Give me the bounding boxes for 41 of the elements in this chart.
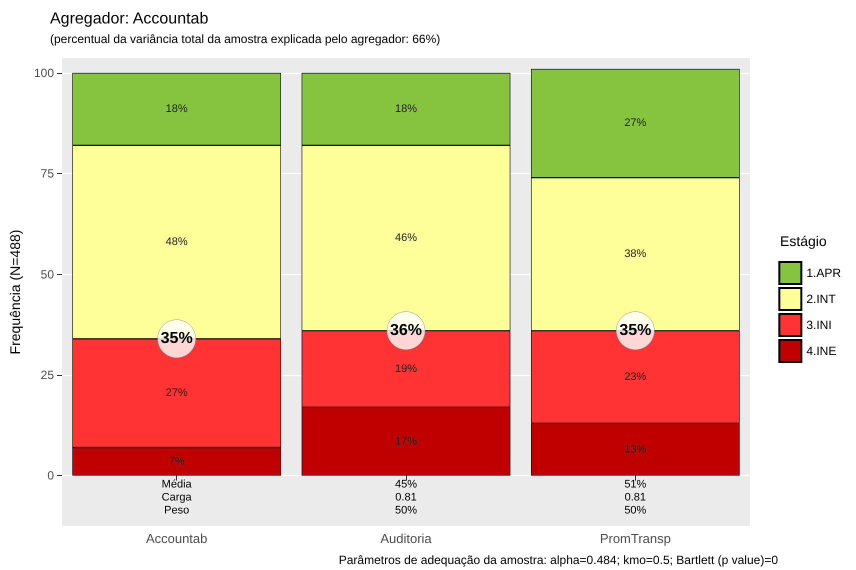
legend-label: 4.INE: [806, 344, 836, 358]
annotation: 45%: [394, 478, 418, 491]
data-label: 18%: [166, 103, 188, 116]
data-label: 48%: [166, 236, 188, 248]
legend-label: 1.APR: [806, 266, 842, 280]
annotation: 36%: [390, 322, 422, 340]
annotation: 0.81: [624, 492, 646, 504]
y-tick-label: 100: [34, 66, 54, 80]
y-tick-label: 0: [47, 468, 54, 483]
data-label: 17%: [394, 435, 418, 448]
annotation: 35%: [160, 330, 193, 348]
annotation: 0.81: [395, 492, 417, 504]
annotation: Peso: [164, 504, 190, 517]
data-label: 38%: [624, 248, 647, 260]
data-label: 19%: [394, 362, 418, 375]
data-label: 46%: [394, 232, 418, 244]
x-tick-label: Accountab: [146, 531, 208, 546]
annotation: 35%: [619, 322, 652, 340]
annotation: 50%: [394, 504, 418, 517]
y-tick-label: 25: [40, 368, 54, 382]
x-tick-label: PromTransp: [600, 531, 671, 546]
y-tick-label: 75: [40, 166, 54, 181]
legend-title: Estágio: [780, 233, 827, 249]
x-tick-label: Auditoria: [380, 531, 432, 546]
chart-title: Agregador: Accountab: [50, 10, 208, 28]
annotation: Média: [162, 478, 193, 491]
data-label: 27%: [166, 387, 188, 400]
legend-label: 3.INI: [806, 318, 832, 332]
data-label: 23%: [624, 370, 647, 383]
annotation: Carga: [162, 492, 193, 504]
annotation: 51%: [624, 478, 647, 491]
y-tick-label: 50: [40, 267, 54, 282]
data-label: 27%: [624, 117, 647, 130]
text: Parâmetros de adequação da amostra: alpha=0.484; kmo=0.5; Bartlett (p value)=0: [338, 553, 778, 567]
chart-subtitle: (percentual da variância total da amostra explicada pelo agregador: 66%): [50, 32, 440, 46]
annotation: 50%: [624, 504, 647, 517]
data-label: 13%: [624, 443, 647, 456]
y-axis-title: Frequência (N=488): [7, 230, 23, 354]
data-label: 7%: [168, 456, 185, 468]
legend-label: 2.INT: [806, 292, 836, 306]
data-label: 18%: [394, 103, 418, 116]
